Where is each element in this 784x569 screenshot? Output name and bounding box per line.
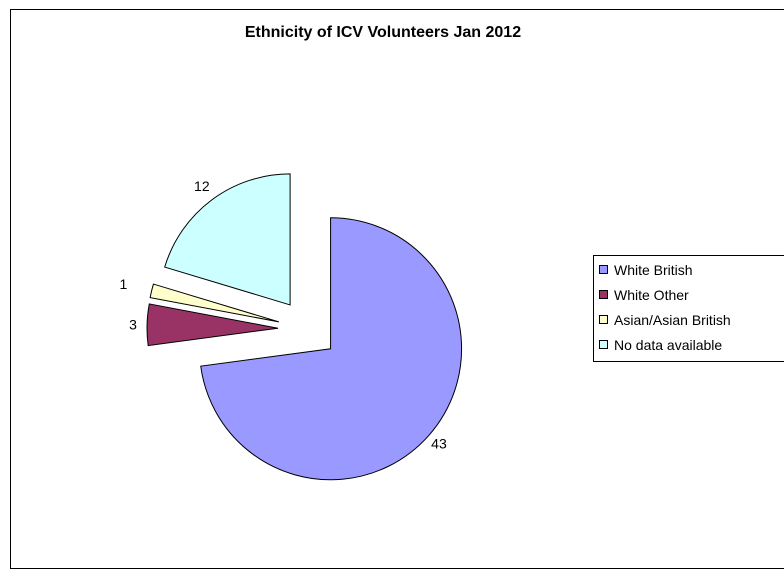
pie-slice-white-british <box>200 217 463 481</box>
legend-label: No data available <box>614 337 723 353</box>
pie-chart: 43 3 1 12 <box>120 173 463 481</box>
pie-slice-white-other <box>146 303 279 347</box>
legend-swatch-no-data-available <box>599 340 608 349</box>
pie-slice-no-data-available <box>164 173 291 306</box>
chart-title: Ethnicity of ICV Volunteers Jan 2012 <box>244 24 522 41</box>
legend-label: White Other <box>614 287 689 303</box>
data-label-no-data-available: 12 <box>194 178 210 194</box>
data-label-white-other: 3 <box>129 316 137 332</box>
data-label-white-british: 43 <box>431 436 447 452</box>
legend-swatch-white-british <box>599 265 608 274</box>
pie-slice-asian-asian-british <box>149 283 280 323</box>
legend-swatch-asian-asian-british <box>599 315 608 324</box>
legend-swatch-white-other <box>599 290 608 299</box>
legend-label: White British <box>614 262 693 278</box>
data-label-asian-asian-british: 1 <box>120 276 128 292</box>
legend: White British White Other Asian/Asian Brit… <box>593 255 784 362</box>
legend-label: Asian/Asian British <box>614 312 731 328</box>
